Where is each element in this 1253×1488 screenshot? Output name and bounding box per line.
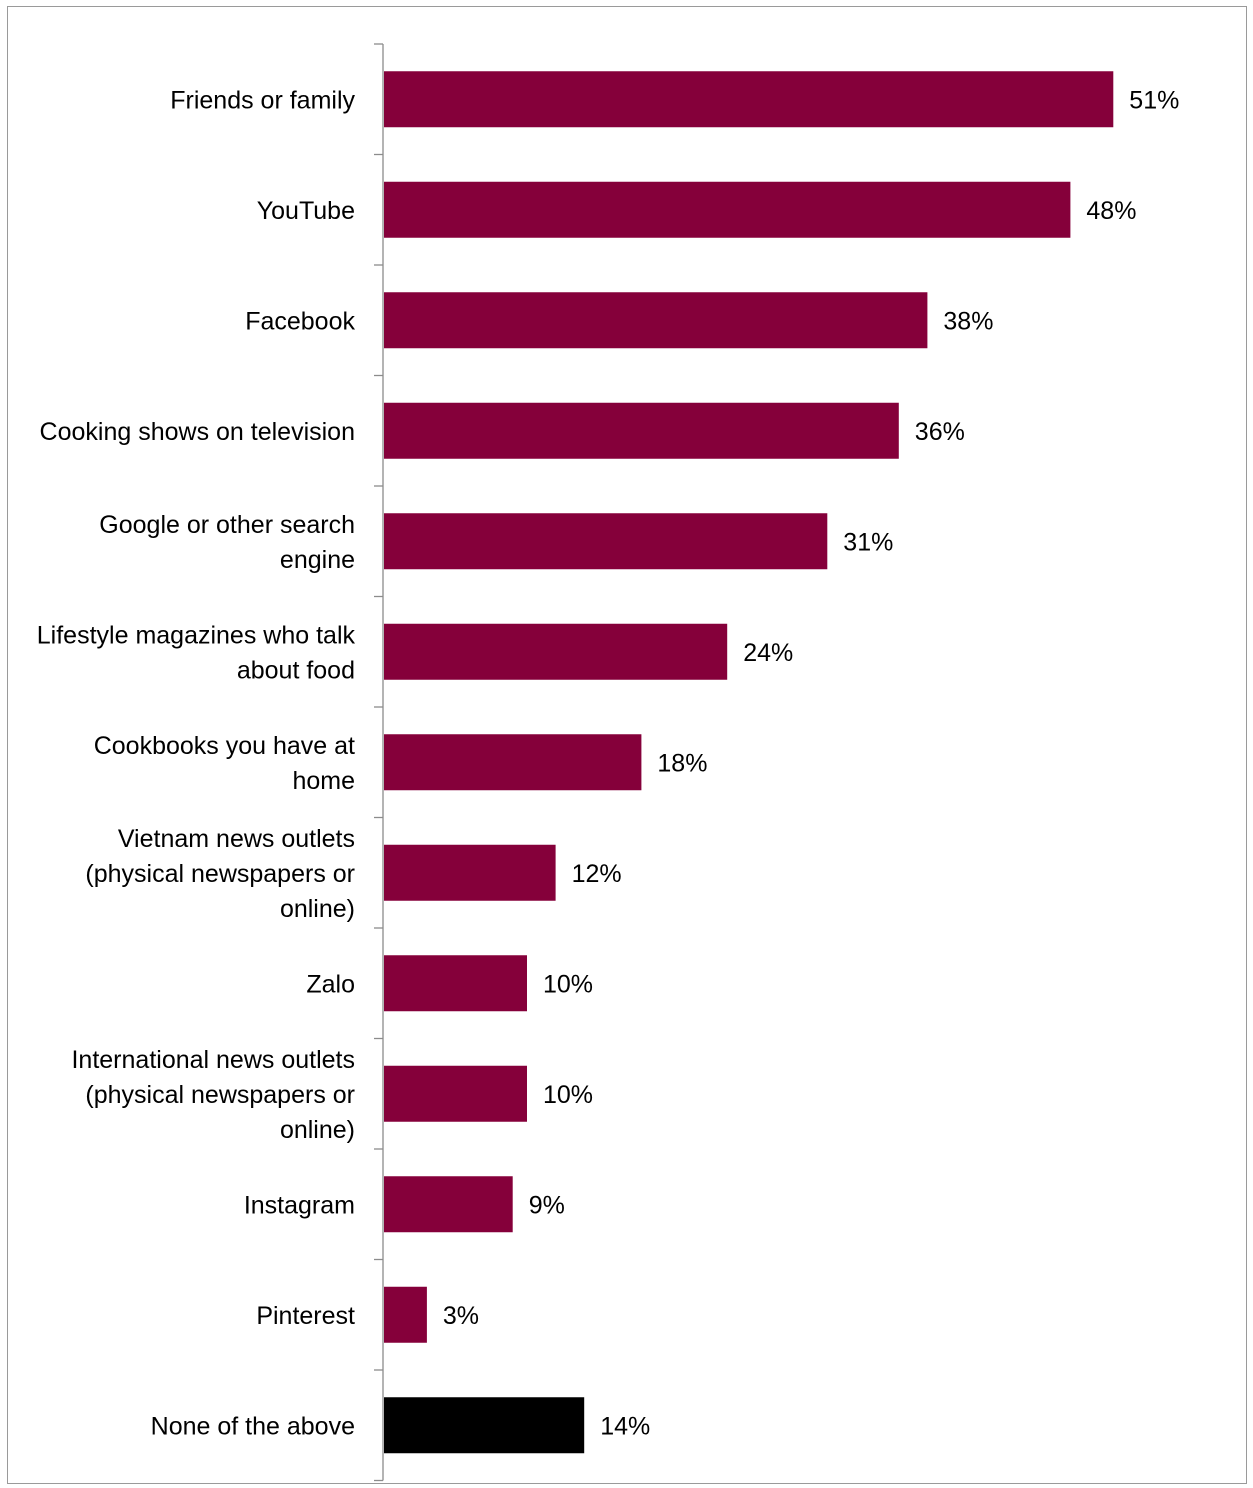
category-label-line: (physical newspapers or	[85, 860, 355, 888]
category-label-line: online)	[280, 895, 355, 923]
data-label: 10%	[543, 1081, 593, 1109]
data-label: 12%	[572, 860, 622, 888]
category-label: Vietnam news outlets (physical newspapers…	[85, 825, 355, 923]
data-label: 51%	[1129, 86, 1179, 114]
bar	[384, 623, 728, 680]
bar	[384, 71, 1114, 128]
category-label: Instagram	[244, 1191, 355, 1219]
bar	[384, 844, 556, 901]
bar	[384, 1397, 585, 1454]
category-label: Friends or family	[170, 86, 355, 114]
data-label: 18%	[657, 749, 707, 777]
category-label: Pinterest	[256, 1302, 355, 1330]
category-label-line: Zalo	[306, 970, 355, 998]
data-label: 24%	[743, 639, 793, 667]
category-label: Zalo	[306, 970, 355, 998]
category-label-line: about food	[237, 656, 355, 684]
category-label: Google or other search engine	[99, 511, 355, 574]
category-label-line: None of the above	[151, 1412, 355, 1440]
category-label: Cookbooks you have at home	[94, 732, 355, 795]
data-label: 48%	[1086, 197, 1136, 225]
bar	[384, 402, 899, 459]
category-label-line: International news outlets	[71, 1046, 355, 1074]
category-label: YouTube	[257, 197, 355, 225]
data-label: 10%	[543, 970, 593, 998]
bar	[384, 181, 1071, 238]
category-label-line: YouTube	[257, 197, 355, 225]
data-label: 38%	[943, 307, 993, 335]
category-label-line: engine	[280, 546, 355, 574]
category-label-line: Cookbooks you have at	[94, 732, 355, 760]
bar	[384, 1065, 527, 1122]
category-label-line: Lifestyle magazines who talk	[37, 621, 356, 649]
bar	[384, 734, 642, 791]
data-label: 14%	[600, 1412, 650, 1440]
category-label: Cooking shows on television	[40, 418, 355, 446]
category-label-line: Instagram	[244, 1191, 355, 1219]
category-label: None of the above	[151, 1412, 355, 1440]
data-label: 9%	[529, 1191, 565, 1219]
category-label-line: Pinterest	[256, 1302, 355, 1330]
category-label-line: (physical newspapers or	[85, 1081, 355, 1109]
category-label-line: Facebook	[245, 307, 355, 335]
bar	[384, 513, 828, 570]
category-label-line: Vietnam news outlets	[118, 825, 355, 853]
category-label-line: Cooking shows on television	[40, 418, 355, 446]
category-label-line: Friends or family	[170, 86, 355, 114]
category-label-line: Google or other search	[99, 511, 355, 539]
bar	[384, 292, 928, 349]
category-label-line: online)	[280, 1116, 355, 1144]
category-label: Facebook	[245, 307, 355, 335]
category-label-line: home	[292, 767, 355, 795]
bar	[384, 1286, 427, 1343]
category-label: Lifestyle magazines who talk about food	[37, 621, 356, 684]
data-label: 31%	[843, 528, 893, 556]
category-label: International news outlets (physical news…	[71, 1046, 355, 1144]
bar	[384, 1176, 513, 1233]
data-label: 36%	[915, 418, 965, 446]
data-label: 3%	[443, 1302, 479, 1330]
bar	[384, 955, 527, 1012]
